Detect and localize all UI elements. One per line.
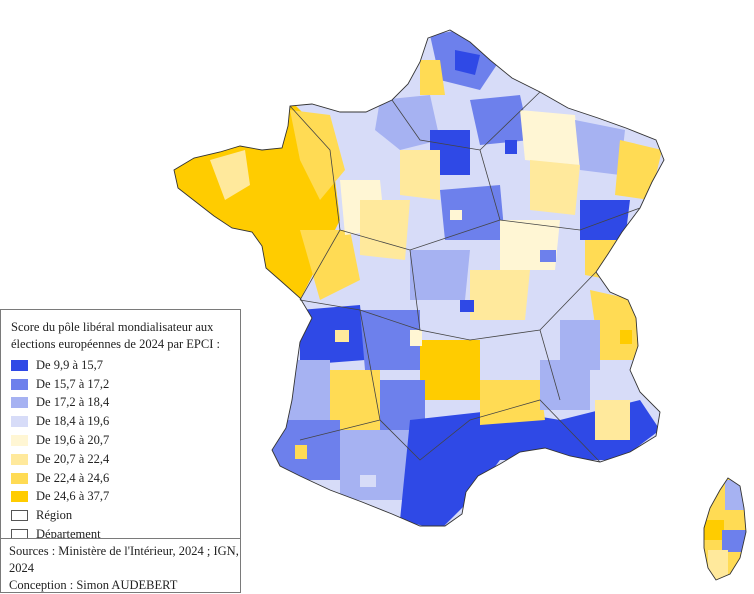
legend-row-class: De 15,7 à 17,2 (11, 375, 240, 394)
region-boundaries (289, 91, 641, 463)
mainland-outline (173, 29, 665, 527)
sources-box: Sources : Ministère de l'Intérieur, 2024… (0, 538, 241, 593)
sources-line-3: Conception : Simon AUDEBERT (9, 578, 178, 592)
sources-line-1: Sources : Ministère de l'Intérieur, 2024… (9, 544, 239, 558)
map-legend: Score du pôle libéral mondialisateur aux… (0, 309, 241, 567)
legend-swatch (11, 491, 28, 503)
legend-row-class: De 17,2 à 18,4 (11, 394, 240, 413)
legend-row-departement: Département (11, 525, 240, 544)
legend-swatch (11, 472, 28, 484)
legend-label: De 20,7 à 22,4 (36, 451, 110, 466)
legend-swatch (11, 397, 28, 409)
legend-swatch (11, 359, 28, 371)
legend-label: De 24,6 à 37,7 (36, 489, 110, 504)
legend-label: De 19,6 à 20,7 (36, 433, 110, 448)
legend-label-departement: Département (36, 527, 101, 542)
legend-row-class: De 24,6 à 37,7 (11, 488, 240, 507)
legend-title: Score du pôle libéral mondialisateur aux… (11, 320, 220, 351)
legend-label: De 17,2 à 18,4 (36, 395, 110, 410)
legend-row-class: De 9,9 à 15,7 (11, 356, 240, 375)
legend-swatch (11, 416, 28, 428)
legend-classes: De 9,9 à 15,7 De 15,7 à 17,2 De 17,2 à 18,… (11, 356, 240, 506)
legend-swatch (11, 378, 28, 390)
region-swatch (11, 510, 28, 522)
legend-label: De 22,4 à 24,6 (36, 470, 110, 485)
legend-row-class: De 19,6 à 20,7 (11, 431, 240, 450)
legend-label: De 18,4 à 19,6 (36, 414, 110, 429)
legend-row-region: Région (11, 506, 240, 525)
sources-line-2: 2024 (9, 561, 34, 575)
legend-row-class: De 18,4 à 19,6 (11, 412, 240, 431)
legend-label-region: Région (36, 508, 73, 523)
legend-label: De 15,7 à 17,2 (36, 376, 110, 391)
legend-swatch (11, 435, 28, 447)
legend-row-class: De 22,4 à 24,6 (11, 469, 240, 488)
legend-swatch (11, 453, 28, 465)
legend-row-class: De 20,7 à 22,4 (11, 450, 240, 469)
corsica-outline (703, 477, 747, 581)
legend-label: De 9,9 à 15,7 (36, 357, 103, 372)
corsica-epci-layer (704, 478, 746, 580)
